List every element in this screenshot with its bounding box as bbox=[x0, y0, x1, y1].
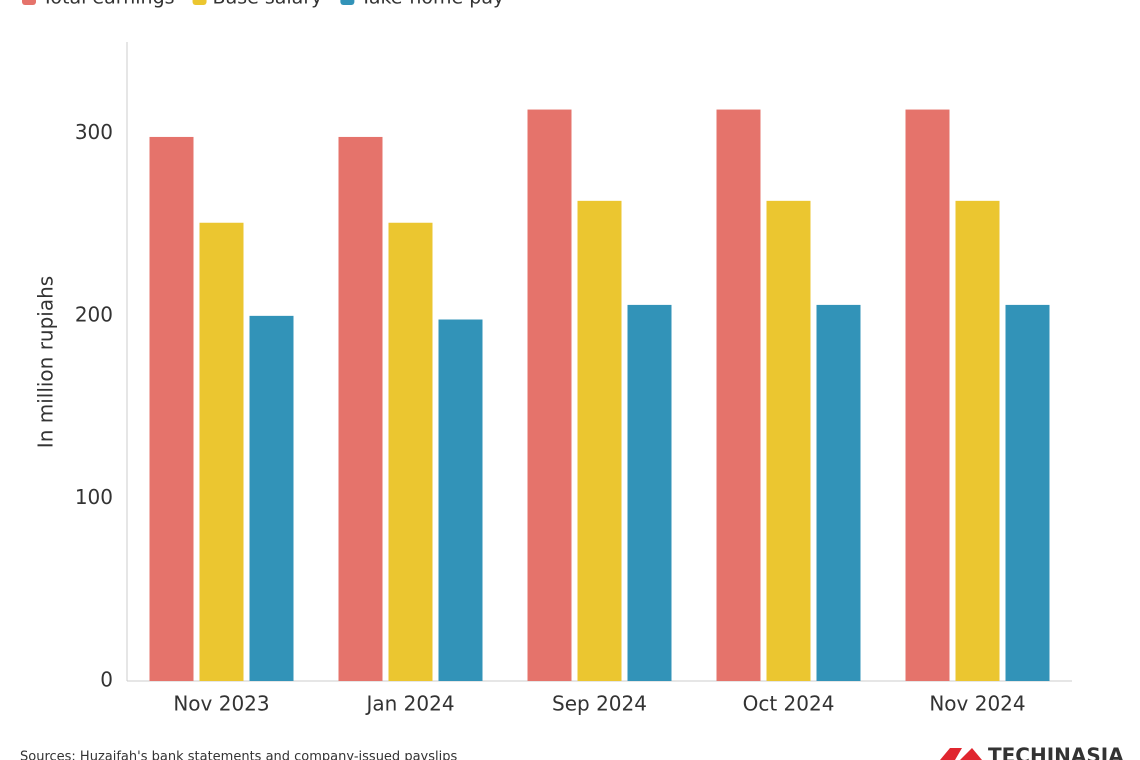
bar bbox=[767, 201, 811, 681]
x-tick-label: Jan 2024 bbox=[364, 692, 454, 716]
bar bbox=[956, 201, 1000, 681]
x-tick-label: Nov 2023 bbox=[173, 692, 269, 716]
bar bbox=[150, 137, 194, 681]
source: Sources: Huzaifah's bank statements and … bbox=[20, 750, 457, 760]
y-tick-label: 100 bbox=[75, 485, 113, 509]
legend-label: Take-home pay bbox=[359, 0, 504, 9]
bar bbox=[906, 110, 950, 681]
logo: TECHINASIA bbox=[988, 744, 1124, 760]
bar bbox=[339, 137, 383, 681]
bar bbox=[528, 110, 572, 681]
bar bbox=[439, 320, 483, 681]
bar bbox=[817, 305, 861, 681]
bar bbox=[628, 305, 672, 681]
x-tick-label: Nov 2024 bbox=[929, 692, 1025, 716]
y-tick-label: 300 bbox=[75, 120, 113, 144]
y-tick-label: 200 bbox=[75, 302, 113, 326]
x-tick-label: Oct 2024 bbox=[743, 692, 835, 716]
legend-swatch bbox=[22, 0, 36, 5]
legend-label: Base salary bbox=[213, 0, 323, 9]
x-tick-label: Sep 2024 bbox=[552, 692, 647, 716]
y-tick-label: 0 bbox=[100, 668, 113, 692]
y-axis-label: In million rupiahs bbox=[34, 276, 58, 448]
legend-label: Total earnings bbox=[41, 0, 175, 9]
legend-swatch bbox=[193, 0, 207, 5]
legend-swatch bbox=[340, 0, 354, 5]
bar bbox=[200, 223, 244, 681]
bar bbox=[1006, 305, 1050, 681]
bar bbox=[717, 110, 761, 681]
bar bbox=[389, 223, 433, 681]
bar bbox=[250, 316, 294, 681]
bar bbox=[578, 201, 622, 681]
